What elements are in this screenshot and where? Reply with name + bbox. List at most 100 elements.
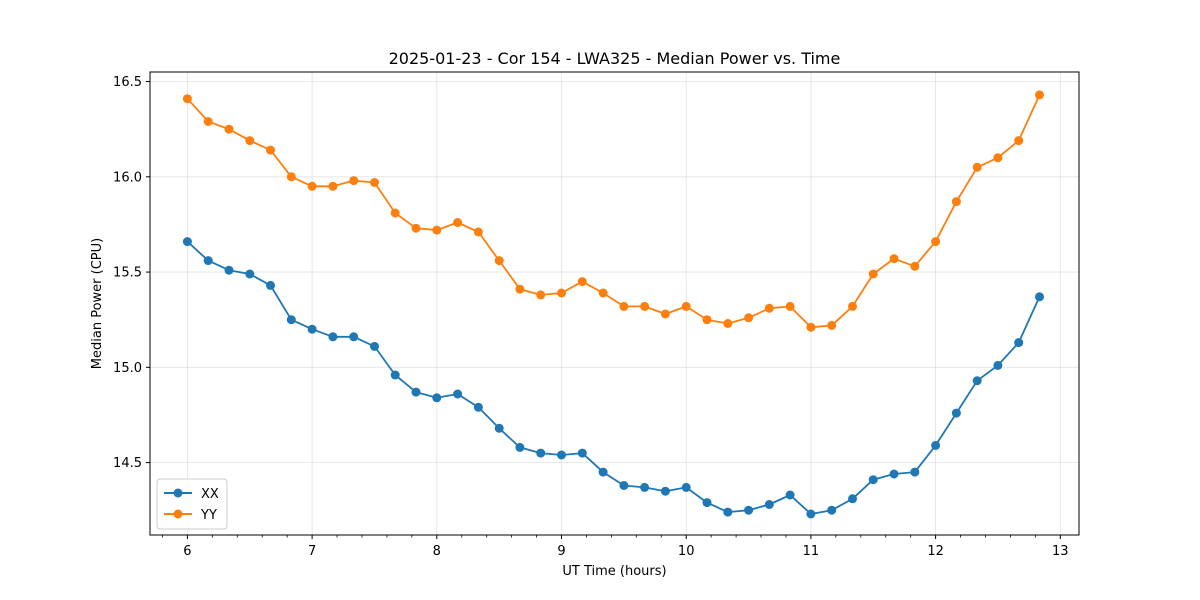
y-tick-label: 15.0 <box>113 361 142 376</box>
series-yy-point <box>951 197 961 207</box>
series-xx-point <box>494 423 504 433</box>
series-xx-point <box>931 440 941 450</box>
series-xx-point <box>266 280 275 290</box>
y-axis: 14.5 15.0 15.5 16.0 16.5 <box>113 75 150 471</box>
series-xx-point <box>640 482 650 492</box>
series-yy-point <box>910 261 920 271</box>
series-yy-point <box>203 117 213 126</box>
x-tick-label: 12 <box>927 544 944 559</box>
series-xx-point <box>432 393 442 403</box>
series-xx-point <box>951 408 961 418</box>
series-xx-point <box>328 332 338 342</box>
series-yy-point <box>723 319 733 328</box>
series-layer <box>182 90 1044 519</box>
series-yy-point <box>972 162 982 172</box>
series-yy-point <box>681 301 691 311</box>
x-tick-label: 10 <box>678 544 695 559</box>
series-yy-point <box>660 309 670 319</box>
series-yy-point <box>307 181 317 191</box>
series-yy-point <box>931 237 941 247</box>
series-xx-point <box>806 509 816 519</box>
series-xx-point <box>515 442 525 452</box>
series-xx-point <box>349 332 359 342</box>
series-xx-point <box>660 486 670 496</box>
series-yy-point <box>806 322 816 332</box>
series-xx-point <box>536 448 546 458</box>
y-tick-label: 15.5 <box>113 266 142 281</box>
series-xx-point <box>827 505 837 515</box>
series-yy-point <box>536 290 546 300</box>
series-xx-point <box>993 360 1003 370</box>
series-yy-point <box>993 153 1003 163</box>
series-yy-point <box>266 145 275 155</box>
series-xx-point <box>848 494 857 504</box>
chart-title: 2025-01-23 - Cor 154 - LWA325 - Median P… <box>389 49 841 68</box>
plot-frame <box>149 71 1080 536</box>
series-xx-point <box>910 467 920 477</box>
series-xx-point <box>453 389 463 399</box>
y-tick-label: 16.0 <box>113 170 142 185</box>
series-yy-point <box>577 277 587 287</box>
series-yy-point <box>370 178 379 187</box>
legend-yy-marker <box>173 509 183 519</box>
series-yy-point <box>640 301 650 311</box>
series-yy-point <box>1014 136 1024 146</box>
series-yy-point <box>245 136 255 146</box>
series-yy-point <box>224 124 234 134</box>
series-xx-point <box>182 237 192 247</box>
series-xx-point <box>972 376 982 386</box>
y-tick-label: 16.5 <box>113 75 142 90</box>
series-yy-point <box>785 301 795 311</box>
series-yy-point <box>390 208 400 218</box>
series-yy-point <box>349 176 359 186</box>
x-axis-label: UT Time (hours) <box>562 564 666 579</box>
series-xx-point <box>577 448 587 458</box>
series-xx-point <box>245 269 255 279</box>
series-xx-point <box>723 507 733 517</box>
series-yy-point <box>328 181 338 191</box>
series-yy-point <box>1035 90 1044 100</box>
series-yy-point <box>848 301 857 311</box>
x-tick-label: 7 <box>308 544 316 559</box>
series-xx-point <box>889 469 899 479</box>
grid-lines <box>150 72 1079 535</box>
x-tick-label: 9 <box>557 544 565 559</box>
series-xx-point <box>1035 292 1044 302</box>
series-yy-point <box>473 227 483 237</box>
series-xx-point <box>785 490 795 500</box>
x-tick-label: 11 <box>803 544 820 559</box>
series-xx-point <box>411 387 421 397</box>
series-xx-point <box>370 341 379 351</box>
series-xx-point <box>473 402 483 412</box>
series-xx-point <box>557 450 566 460</box>
series-xx-point <box>307 324 317 334</box>
series-yy-point <box>702 315 712 325</box>
series-yy-point <box>494 256 504 266</box>
series-xx-point <box>286 315 296 325</box>
series-yy-point <box>182 94 192 104</box>
legend: XX YY <box>156 478 228 530</box>
x-tick-label: 8 <box>433 544 441 559</box>
x-tick-label: 13 <box>1052 544 1069 559</box>
series-yy-point <box>619 301 629 311</box>
series-xx-point <box>744 505 754 515</box>
legend-xx-marker <box>173 488 183 498</box>
series-yy-point <box>744 313 754 323</box>
series-xx-point <box>619 481 629 490</box>
series-xx-point <box>1014 338 1024 348</box>
series-yy-point <box>432 225 442 235</box>
series-yy-point <box>868 269 878 279</box>
series-xx-point <box>598 467 608 477</box>
series-yy-point <box>453 218 463 227</box>
series-yy-point <box>557 288 566 298</box>
series-yy-point <box>515 284 525 294</box>
series-xx-point <box>203 256 213 266</box>
series-yy-point <box>286 172 296 182</box>
series-yy-point <box>411 223 421 233</box>
series-yy-point <box>764 303 774 313</box>
series-yy-point <box>889 254 899 264</box>
series-yy-point <box>827 320 837 330</box>
series-xx-point <box>681 482 691 492</box>
series-xx-point <box>224 265 234 275</box>
legend-xx-label: XX <box>201 487 219 502</box>
